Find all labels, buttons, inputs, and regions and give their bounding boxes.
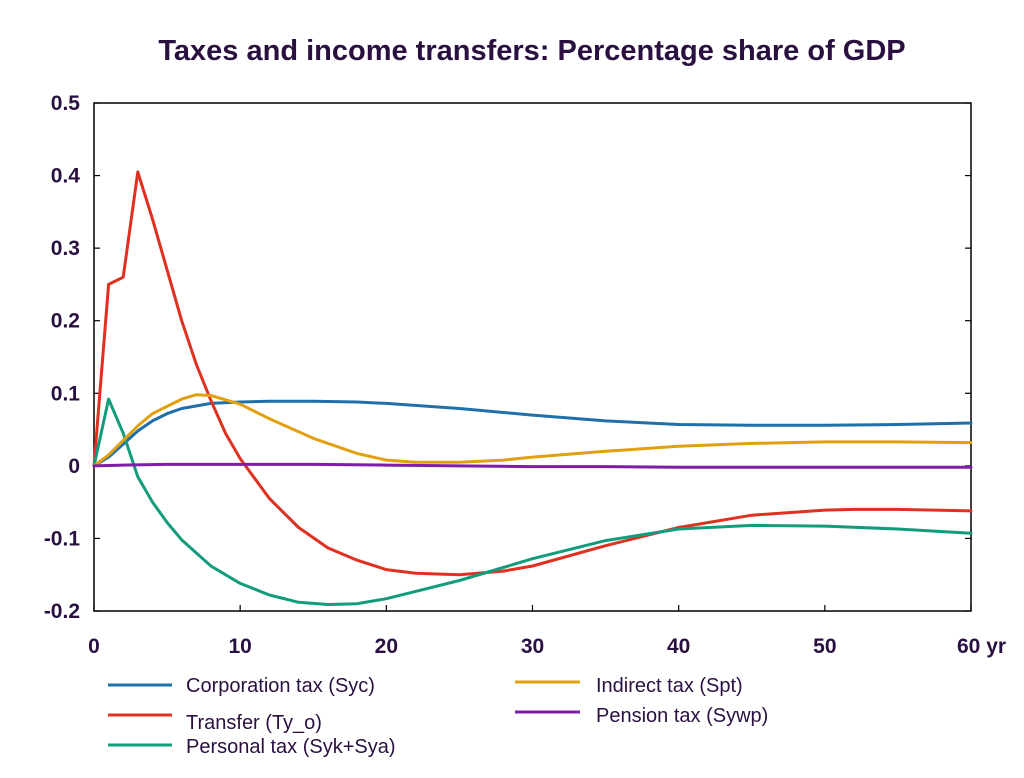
plot-frame	[93, 102, 972, 612]
legend-label: Corporation tax (Syc)	[186, 675, 375, 697]
x-tick-label: 20	[375, 635, 398, 658]
chart-title: Taxes and income transfers: Percentage s…	[158, 35, 905, 67]
y-tick-label: 0.4	[51, 165, 81, 188]
legend-item-corporation: Corporation tax (Syc)	[108, 675, 375, 697]
x-axis: 0 10 20 30 40 50 60 yr	[88, 605, 1006, 658]
legend-label: Pension tax (Sywp)	[596, 705, 768, 727]
legend-label: Transfer (Ty_o)	[186, 712, 322, 734]
legend-item-indirect: Indirect tax (Spt)	[515, 675, 743, 697]
series-line	[92, 399, 973, 468]
series-layer	[92, 170, 973, 606]
legend: Corporation tax (Syc) Transfer (Ty_o) Pe…	[108, 675, 768, 758]
series-line	[92, 170, 973, 577]
legend-label: Personal tax (Syk+Sya)	[186, 736, 396, 758]
x-tick-label: 0	[88, 635, 100, 658]
x-tick-label: 40	[667, 635, 690, 658]
x-tick-label: 60 yr	[957, 635, 1006, 658]
legend-item-transfer: Transfer (Ty_o)	[108, 712, 322, 734]
legend-label: Indirect tax (Spt)	[596, 675, 743, 697]
legend-item-pension: Pension tax (Sywp)	[515, 705, 768, 727]
x-tick-label: 50	[813, 635, 836, 658]
y-tick-label: 0.3	[51, 237, 80, 260]
series-line	[92, 397, 973, 606]
series-line	[92, 462, 973, 469]
y-tick-label: 0.2	[51, 310, 80, 333]
y-tick-label: 0.5	[51, 92, 81, 115]
y-axis: -0.2 -0.1 0 0.1 0.2 0.3 0.4 0.5	[44, 92, 971, 623]
series-line	[92, 393, 973, 468]
y-tick-label: 0.1	[51, 382, 81, 405]
y-tick-label: -0.1	[44, 527, 81, 550]
x-tick-label: 30	[521, 635, 544, 658]
legend-item-personal: Personal tax (Syk+Sya)	[108, 736, 396, 758]
x-tick-label: 10	[228, 635, 251, 658]
y-tick-label: -0.2	[44, 600, 80, 623]
plot-area: -0.2 -0.1 0 0.1 0.2 0.3 0.4 0.5 0 10 20 30 40 50 60 y…	[44, 92, 1006, 658]
y-tick-label: 0	[68, 455, 80, 478]
